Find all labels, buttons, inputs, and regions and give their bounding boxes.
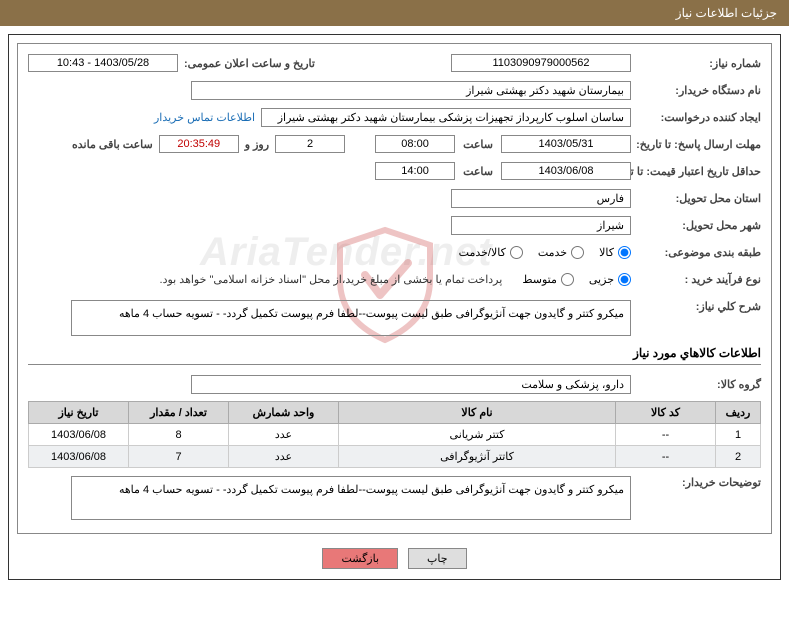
deadline-date: 1403/05/31 <box>501 135 631 153</box>
process-label: نوع فرآیند خرید : <box>631 273 761 286</box>
city-value: شیراز <box>451 216 631 235</box>
deadline-days: 2 <box>275 135 345 153</box>
th-code: کد کالا <box>616 402 716 424</box>
page-title: جزئیات اطلاعات نیاز <box>676 6 777 20</box>
requester-label: ایجاد کننده درخواست: <box>631 111 761 124</box>
buyer-org-value: بیمارستان شهید دکتر بهشتی شیراز <box>191 81 631 100</box>
deadline-time: 08:00 <box>375 135 455 153</box>
validity-time-label: ساعت <box>463 165 493 178</box>
table-cell: عدد <box>229 424 339 446</box>
process-opt-medium[interactable]: متوسط <box>522 273 574 286</box>
category-radio-1[interactable] <box>571 246 584 259</box>
table-cell: عدد <box>229 446 339 468</box>
table-header-row: ردیف کد کالا نام کالا واحد شمارش تعداد /… <box>29 402 761 424</box>
process-radio-group: جزیی متوسط <box>522 273 631 286</box>
need-info-section: شماره نیاز: 1103090979000562 تاریخ و ساع… <box>17 43 772 534</box>
validity-date: 1403/06/08 <box>501 162 631 180</box>
main-container: AriaTender.net شماره نیاز: 1103090979000… <box>8 34 781 580</box>
desc-need-label: شرح کلي نیاز: <box>631 300 761 313</box>
button-row: چاپ بازگشت <box>17 542 772 571</box>
need-number-value: 1103090979000562 <box>451 54 631 72</box>
goods-table: ردیف کد کالا نام کالا واحد شمارش تعداد /… <box>28 401 761 468</box>
return-button[interactable]: بازگشت <box>322 548 398 569</box>
category-radio-group: کالا خدمت کالا/خدمت <box>459 246 631 259</box>
table-cell: -- <box>616 424 716 446</box>
goods-group-label: گروه کالا: <box>631 378 761 391</box>
print-button[interactable]: چاپ <box>408 548 467 569</box>
table-cell: 2 <box>716 446 761 468</box>
deadline-remain-label: ساعت باقی مانده <box>72 138 153 151</box>
th-qty: تعداد / مقدار <box>129 402 229 424</box>
desc-need-value: میکرو کتتر و گایدون جهت آنژیوگرافی طبق ل… <box>71 300 631 336</box>
category-opt-goods[interactable]: کالا <box>599 246 631 259</box>
table-cell: 1403/06/08 <box>29 446 129 468</box>
category-radio-0[interactable] <box>618 246 631 259</box>
buyer-org-label: نام دستگاه خریدار: <box>631 84 761 97</box>
th-name: نام کالا <box>339 402 616 424</box>
category-opt-service[interactable]: خدمت <box>538 246 584 259</box>
buyer-notes-label: توضیحات خریدار: <box>631 476 761 489</box>
table-row: 2--کاتتر آنژیوگرافیعدد71403/06/08 <box>29 446 761 468</box>
goods-group-value: دارو، پزشکی و سلامت <box>191 375 631 394</box>
deadline-label: مهلت ارسال پاسخ: تا تاریخ: <box>631 138 761 151</box>
table-cell: 1 <box>716 424 761 446</box>
process-opt-minor[interactable]: جزیی <box>589 273 631 286</box>
th-unit: واحد شمارش <box>229 402 339 424</box>
category-opt-both[interactable]: کالا/خدمت <box>459 246 523 259</box>
table-cell: 1403/06/08 <box>29 424 129 446</box>
table-cell: 8 <box>129 424 229 446</box>
buyer-notes-value: میکرو کتتر و گایدون جهت آنژیوگرافی طبق ل… <box>71 476 631 520</box>
process-note: پرداخت تمام یا بخشی از مبلغ خرید،از محل … <box>160 273 503 286</box>
validity-label: حداقل تاریخ اعتبار قیمت: تا تاریخ: <box>631 165 761 178</box>
table-row: 1--کتتر شریانیعدد81403/06/08 <box>29 424 761 446</box>
goods-section-title: اطلاعات کالاهاي مورد نیاز <box>28 346 761 365</box>
process-radio-0[interactable] <box>618 273 631 286</box>
table-cell: 7 <box>129 446 229 468</box>
table-cell: کاتتر آنژیوگرافی <box>339 446 616 468</box>
announce-label: تاریخ و ساعت اعلان عمومی: <box>184 57 315 70</box>
th-row: ردیف <box>716 402 761 424</box>
category-radio-2[interactable] <box>510 246 523 259</box>
deadline-countdown: 20:35:49 <box>159 135 239 153</box>
requester-value: ساسان اسلوب کارپرداز تجهیزات پزشکی بیمار… <box>261 108 631 127</box>
table-cell: کتتر شریانی <box>339 424 616 446</box>
province-label: استان محل تحویل: <box>631 192 761 205</box>
announce-value: 1403/05/28 - 10:43 <box>28 54 178 72</box>
deadline-time-label: ساعت <box>463 138 493 151</box>
buyer-contact-link[interactable]: اطلاعات تماس خریدار <box>154 111 255 124</box>
province-value: فارس <box>451 189 631 208</box>
need-number-label: شماره نیاز: <box>631 57 761 70</box>
deadline-days-label: روز و <box>245 138 269 151</box>
th-date: تاریخ نیاز <box>29 402 129 424</box>
city-label: شهر محل تحویل: <box>631 219 761 232</box>
process-radio-1[interactable] <box>561 273 574 286</box>
table-cell: -- <box>616 446 716 468</box>
category-label: طبقه بندی موضوعی: <box>631 246 761 259</box>
validity-time: 14:00 <box>375 162 455 180</box>
title-bar: جزئیات اطلاعات نیاز <box>0 0 789 26</box>
